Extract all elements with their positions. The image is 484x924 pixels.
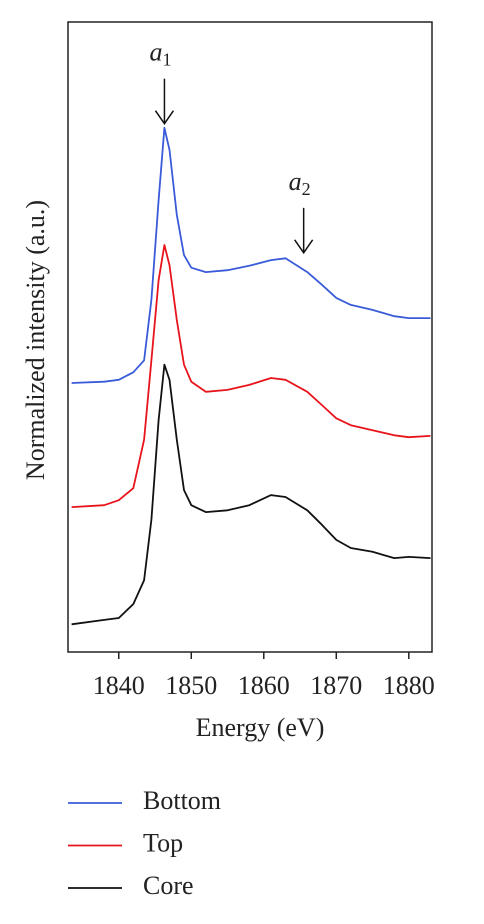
annotation-subscript: 1 [162,50,171,70]
series-line [71,126,431,384]
x-tick-label: 1860 [238,671,290,700]
legend-label: Core [143,871,194,900]
annotation-text: a [149,38,162,67]
legend-label: Bottom [143,786,221,815]
y-axis-label: Normalized intensity (a.u.) [21,200,50,480]
x-tick-label: 1870 [310,671,362,700]
annotation-subscript: 2 [302,179,311,199]
x-tick-label: 1880 [383,671,435,700]
annotation-arrowhead [294,239,314,255]
series-line [71,244,431,508]
x-tick-label: 1850 [165,671,217,700]
annotation: a2 [289,167,311,199]
x-tick-label: 1840 [93,671,145,700]
x-axis-label: Energy (eV) [196,713,325,742]
annotation-arrowhead [154,110,175,126]
legend-label: Top [143,828,183,857]
annotation-text: a [289,167,302,196]
annotation: a1 [149,38,171,70]
series-line [71,363,431,626]
plot-frame [67,21,433,653]
